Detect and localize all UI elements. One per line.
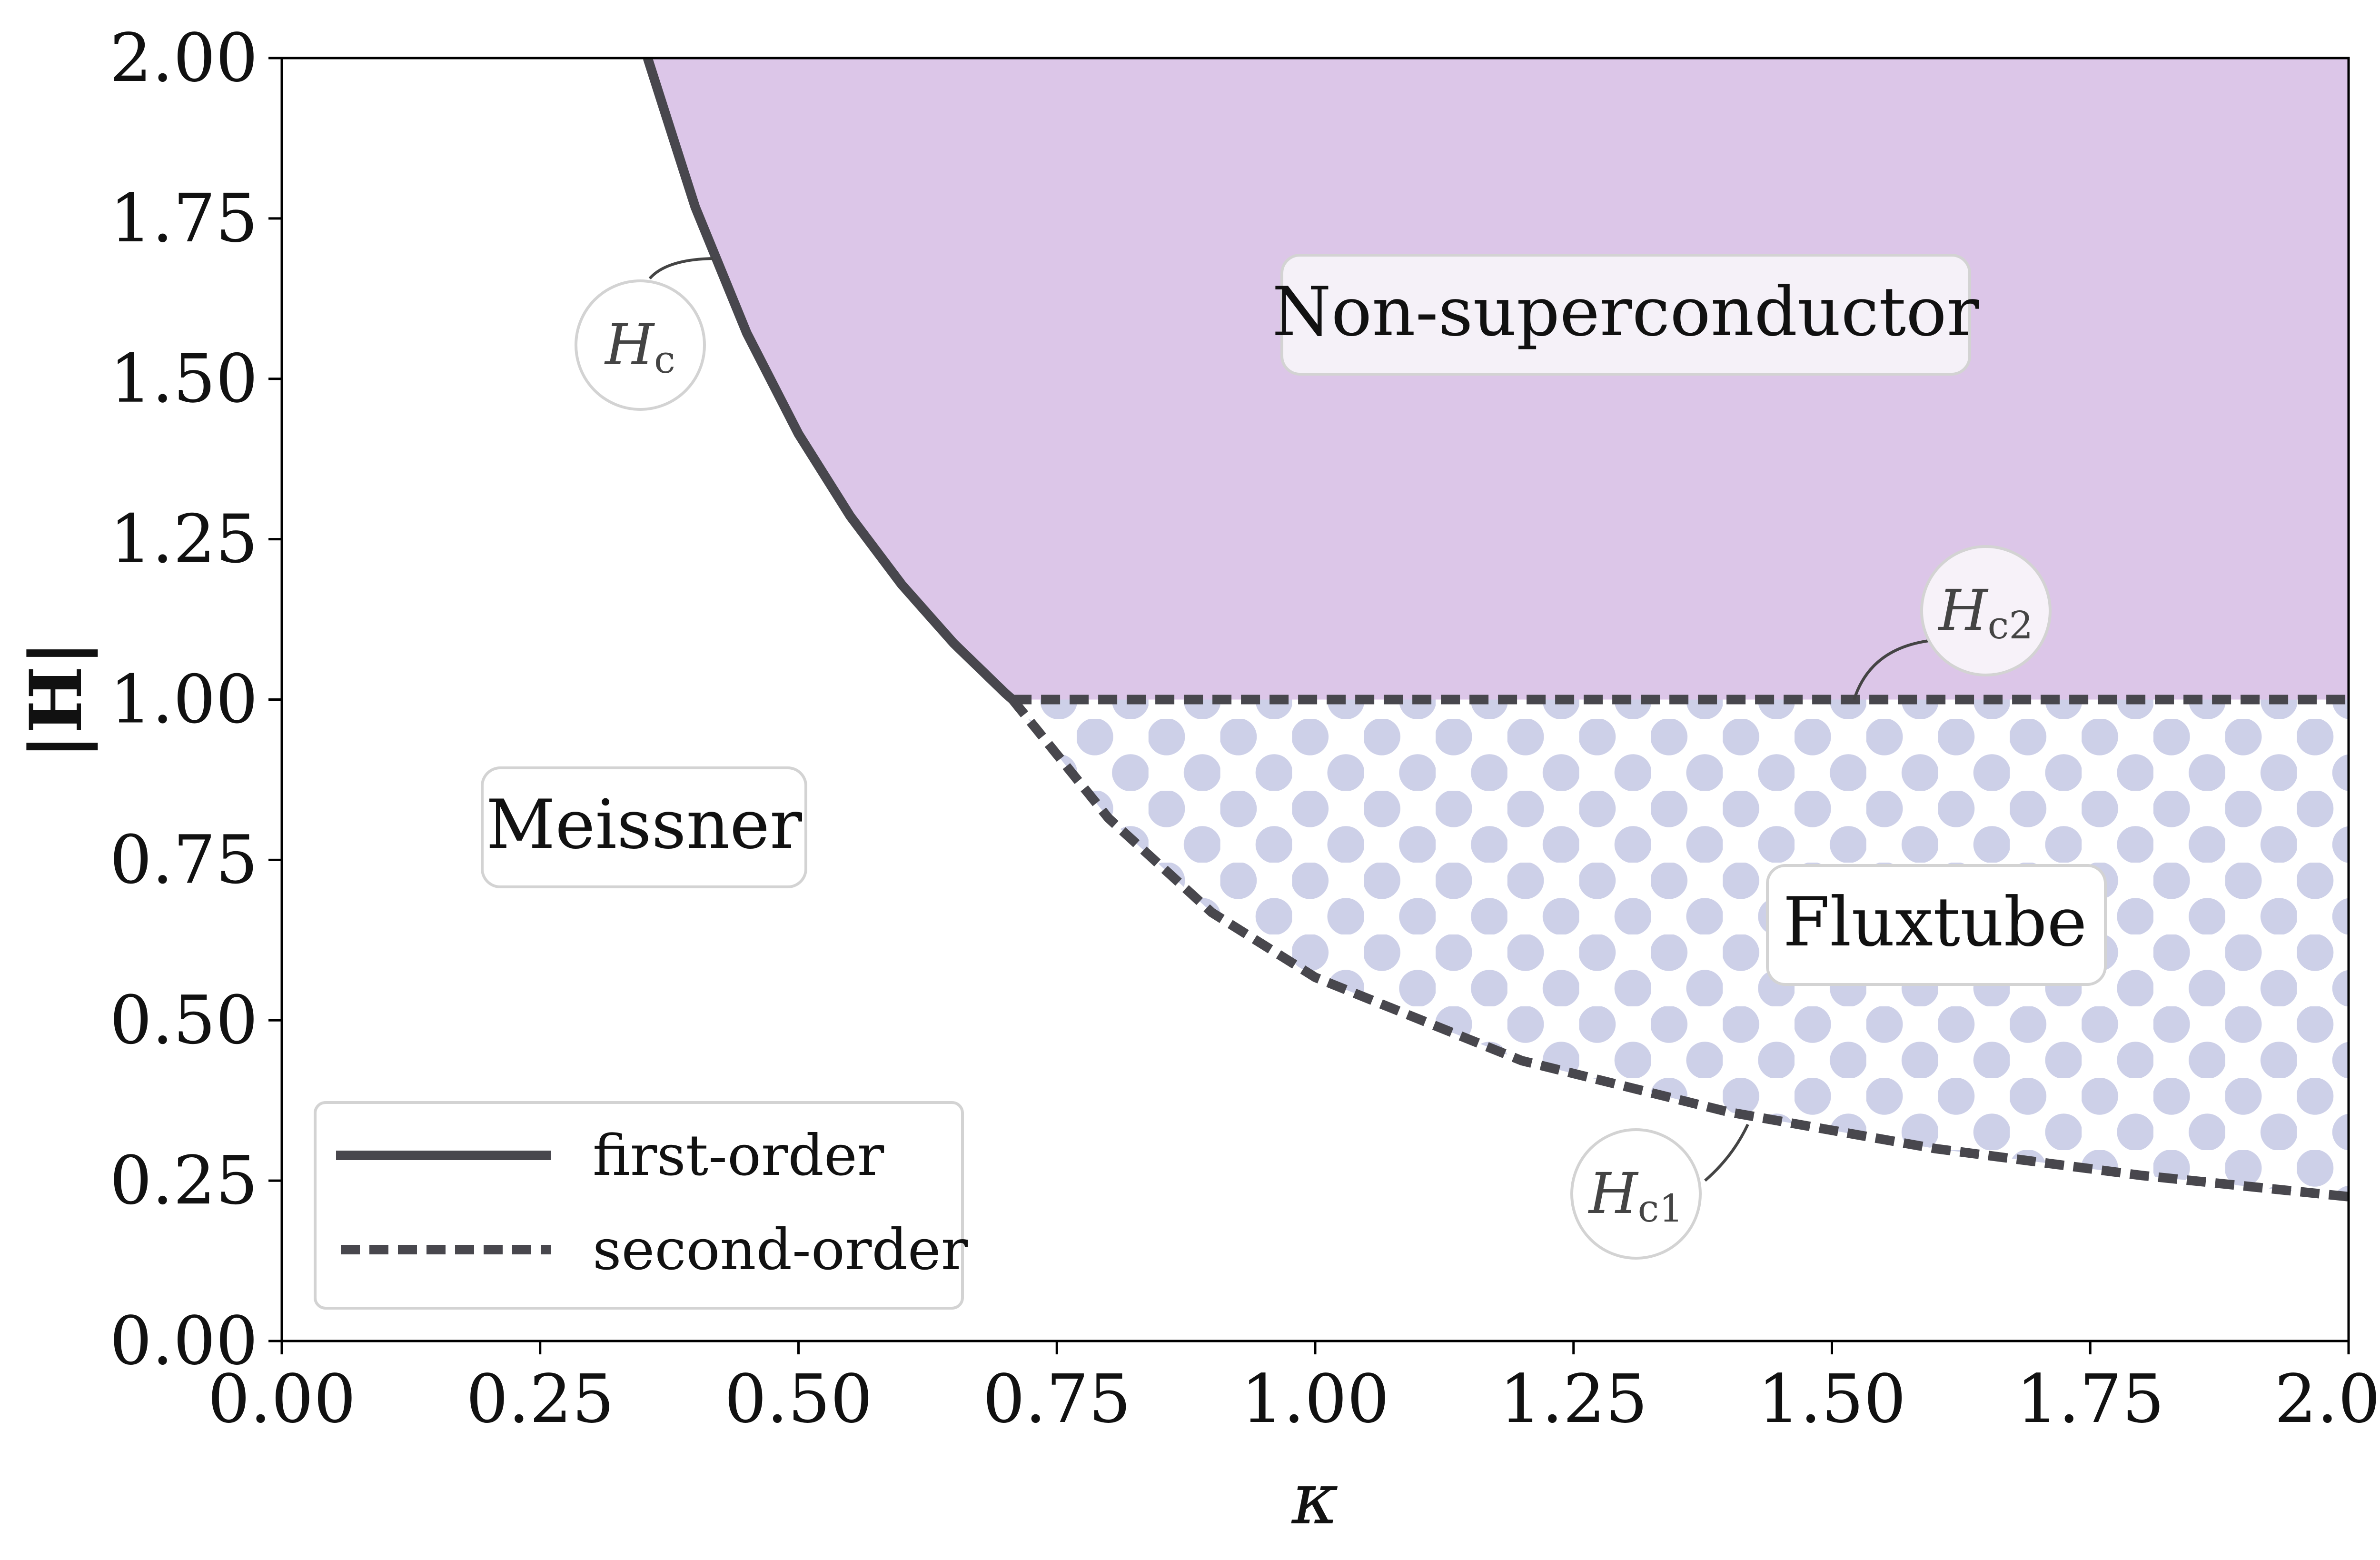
x-tick-label: 1.50 [1758,1361,1906,1438]
meissner-label: Meissner [486,785,802,864]
y-tick-label: 0.00 [109,1302,258,1380]
y-axis-title: |H| [14,640,98,760]
y-tick-label: 0.25 [109,1142,258,1220]
x-tick-label: 0.50 [724,1361,873,1438]
x-tick-label: 2.00 [2274,1361,2380,1438]
plot-area [643,58,2349,1202]
y-tick-label: 1.75 [109,180,258,258]
fluxtube-region [1012,699,2349,1197]
hc-annotation: Hc [575,257,714,411]
y-tick-label: 1.50 [109,340,258,418]
non-superconductor-label: Non-superconductor [1272,273,1979,351]
y-tick-label: 0.50 [109,982,258,1059]
x-tick-label: 1.00 [1241,1361,1389,1438]
legend-second-order-label: second-order [593,1217,968,1282]
hc1-label: Hc1 [1588,1161,1684,1231]
x-axis-title: κ [1291,1458,1339,1540]
x-tick-label: 1.25 [1499,1361,1648,1438]
hc-curve [643,58,1016,704]
y-tick-label: 0.75 [109,821,258,899]
hc-label: Hc [604,312,675,382]
y-axis: 0.00 0.25 0.50 0.75 1.00 1.25 1.50 1.75 2.00 [109,20,282,1380]
legend: first-order second-order [314,1101,968,1310]
hc2-annotation: Hc2 [1853,545,2052,700]
meissner-label-box: Meissner [481,766,807,888]
x-tick-label: 0.75 [982,1361,1131,1438]
non-superconductor-label-box: Non-superconductor [1272,254,1979,376]
x-tick-label: 0.25 [466,1361,615,1438]
x-tick-label: 1.75 [2016,1361,2164,1438]
y-tick-label: 2.00 [109,20,258,97]
hc2-label: Hc2 [1938,577,2033,647]
x-axis: 0.00 0.25 0.50 0.75 1.00 1.25 1.50 1.75 2.00 [208,1341,2380,1438]
fluxtube-label: Fluxtube [1783,883,2087,962]
hc1-annotation: Hc1 [1570,1123,1749,1260]
hc1-curve [1009,696,2349,1202]
y-tick-label: 1.25 [109,501,258,578]
fluxtube-label-box: Fluxtube [1766,864,2107,986]
y-tick-label: 1.00 [109,661,258,739]
legend-first-order-label: first-order [593,1123,884,1188]
non-superconductor-region [647,58,2349,700]
x-tick-label: 0.00 [208,1361,356,1438]
